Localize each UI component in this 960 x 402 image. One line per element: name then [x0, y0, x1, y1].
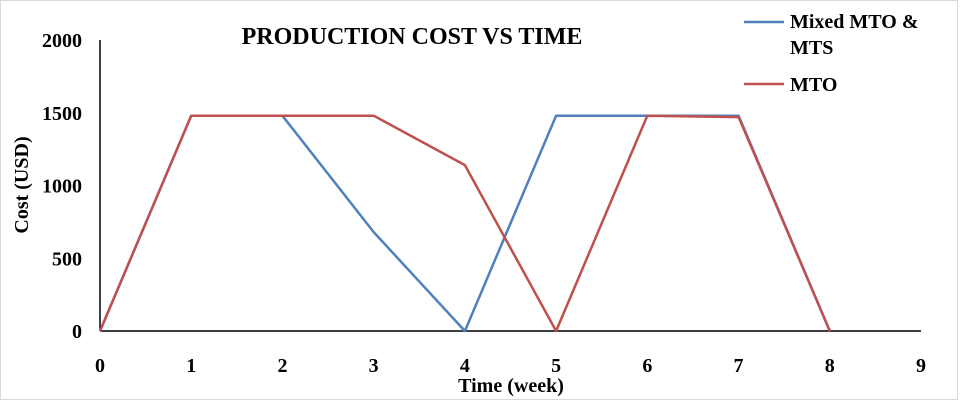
y-axis-label: Cost (USD)	[11, 136, 33, 233]
series-line-mto	[98, 114, 831, 333]
legend-label-mixed-part1: Mixed MTO &	[790, 11, 919, 33]
x-tick-label: 3	[369, 355, 379, 377]
series-lines	[98, 114, 831, 333]
x-tick-label: 5	[551, 355, 561, 377]
x-tick-label: 1	[186, 355, 196, 377]
series-line-mixed-mto-mts	[98, 114, 831, 333]
legend-label-mto: MTO	[790, 74, 837, 96]
y-tick-label: 1000	[42, 176, 82, 198]
y-tick-labels: 0 500 1000 1500 2000	[42, 30, 82, 343]
x-tick-label: 8	[825, 355, 835, 377]
y-tick-label: 500	[52, 248, 82, 270]
x-tick-labels: 0 1 2 3 4 5 6 7 8 9	[95, 355, 926, 377]
x-tick-label: 6	[642, 355, 652, 377]
x-tick-label: 0	[95, 355, 105, 377]
chart-title: PRODUCTION COST VS TIME	[242, 24, 583, 50]
y-tick-label: 1500	[42, 103, 82, 125]
y-tick-label: 0	[72, 321, 82, 343]
x-tick-label: 4	[460, 355, 470, 377]
x-tick-label: 7	[734, 355, 744, 377]
legend: Mixed MTO & MTS MTO	[744, 11, 919, 96]
y-tick-label: 2000	[42, 30, 82, 52]
x-axis-label: Time (week)	[458, 375, 564, 397]
legend-label-mixed-part2: MTS	[790, 37, 833, 59]
x-tick-label: 9	[916, 355, 926, 377]
x-tick-label: 2	[277, 355, 287, 377]
